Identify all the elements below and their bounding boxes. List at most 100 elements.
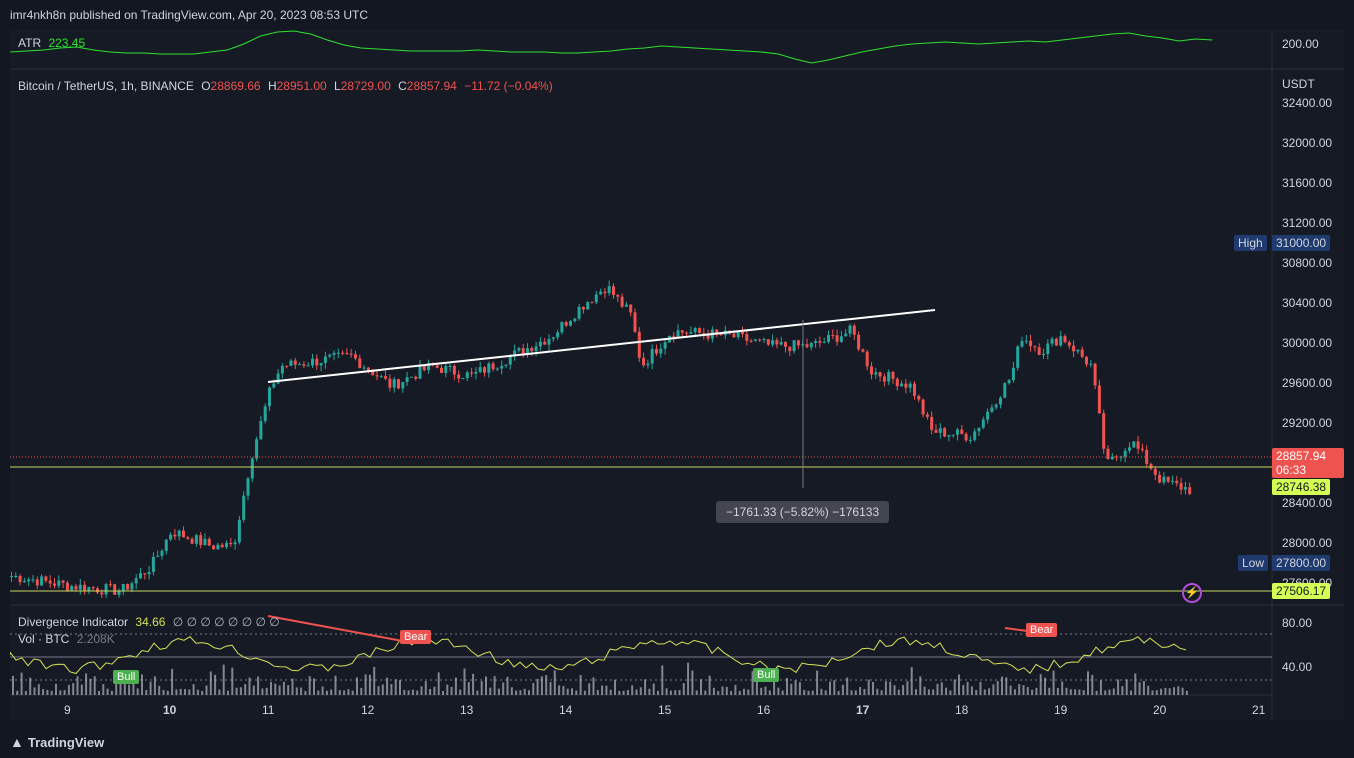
candle-body	[680, 330, 684, 333]
bear-divergence-line	[267, 615, 409, 643]
volume-bar	[450, 686, 453, 695]
candle-body	[14, 575, 18, 577]
volume-value: 2.208K	[76, 632, 115, 646]
volume-bar	[979, 681, 982, 695]
candle-body	[414, 376, 418, 379]
candle-body	[457, 374, 461, 379]
price-tick: 30400.00	[1282, 296, 1333, 310]
candle-body	[255, 439, 259, 459]
volume-bar	[171, 668, 174, 695]
candle-body	[706, 334, 710, 339]
volume-bar	[480, 681, 483, 695]
candle-body	[272, 383, 276, 388]
volume-bar	[1185, 690, 1188, 695]
candle-body	[233, 542, 237, 545]
volume-bar	[55, 683, 57, 695]
candle-body	[1011, 367, 1015, 381]
volume-bar	[141, 674, 143, 695]
candle-body	[818, 341, 822, 343]
time-tick: 18	[955, 703, 969, 717]
volume-bar	[1022, 685, 1025, 695]
candle-body	[384, 376, 388, 379]
candle-body	[500, 365, 504, 369]
candle-body	[637, 331, 641, 358]
alert-bolt-icon[interactable]: ⚡	[1182, 583, 1202, 603]
time-tick: 19	[1054, 703, 1068, 717]
volume-bar	[884, 681, 887, 695]
volume-bar	[515, 690, 518, 695]
candle-body	[121, 584, 125, 592]
candle-body	[409, 376, 413, 378]
volume-bar	[218, 689, 221, 695]
candle-body	[517, 348, 521, 351]
candle-body	[1175, 480, 1179, 484]
volume-bar	[214, 674, 217, 695]
volume-bar	[579, 675, 582, 695]
volume-bar	[678, 689, 681, 695]
candle-body	[943, 428, 947, 437]
volume-bar	[816, 670, 819, 695]
candle-body	[35, 579, 39, 586]
candle-body	[104, 584, 108, 595]
volume-bar	[932, 689, 935, 695]
tradingview-logo-icon: ▲	[10, 734, 24, 750]
divergence-line	[10, 636, 1187, 675]
candle-body	[199, 535, 203, 546]
volume-bar	[442, 690, 444, 695]
candle-body	[341, 352, 345, 354]
volume-bar	[506, 676, 509, 695]
symbol-name[interactable]: Bitcoin / TetherUS, 1h, BINANCE	[18, 79, 194, 93]
atr-value: 223.45	[48, 36, 86, 50]
volume-bar	[282, 681, 285, 695]
volume-bar	[1112, 688, 1115, 695]
ohlc-low: L28729.00	[334, 79, 391, 93]
volume-bar	[786, 678, 788, 695]
candle-body	[590, 302, 594, 304]
volume-bar	[29, 677, 32, 695]
volume-bar	[983, 689, 986, 695]
candle-body	[358, 358, 362, 368]
candle-body	[319, 363, 323, 366]
volume-bar	[368, 674, 371, 695]
volume-bar	[601, 685, 604, 695]
volume-bar	[1108, 689, 1111, 695]
measure-box[interactable]: −1761.33 (−5.82%) −176133	[716, 501, 890, 523]
volume-bar	[330, 689, 333, 695]
bottom-level-tag: 27506.17	[1272, 583, 1331, 599]
volume-label[interactable]: Vol · BTC	[18, 632, 70, 646]
volume-bar	[1039, 674, 1042, 695]
candle-body	[1171, 480, 1174, 482]
candle-body	[771, 340, 775, 345]
volume-bar	[50, 690, 53, 695]
candle-body	[31, 579, 35, 581]
divergence-name[interactable]: Divergence Indicator	[18, 615, 129, 629]
chart-canvas[interactable]	[10, 30, 1344, 720]
ohlc-low-label: L	[334, 79, 341, 93]
line-level-tag: 28746.38	[1272, 479, 1331, 495]
volume-bar	[1155, 690, 1158, 695]
volume-bar	[519, 690, 522, 695]
candle-body	[513, 350, 517, 357]
candle-body	[1054, 338, 1058, 346]
candle-body	[852, 325, 856, 335]
candle-body	[934, 429, 938, 433]
chart-area[interactable]: ATR 223.45 Bitcoin / TetherUS, 1h, BINAN…	[10, 30, 1344, 720]
candle-body	[586, 302, 590, 310]
candle-body	[904, 383, 908, 388]
volume-bar	[923, 686, 926, 695]
candle-body	[422, 365, 426, 371]
volume-bar	[416, 690, 419, 695]
volume-bar	[1026, 687, 1029, 695]
volume-bar	[1018, 684, 1021, 695]
volume-bar	[738, 690, 741, 695]
volume-bar	[674, 690, 677, 695]
volume-bar	[622, 690, 625, 695]
volume-bar	[12, 675, 14, 695]
ohlc-high-value: 28951.00	[276, 79, 327, 93]
candle-body	[508, 356, 512, 365]
candle-body	[18, 575, 22, 583]
volume-bar	[639, 687, 642, 695]
candle-body	[1037, 347, 1041, 355]
volume-bar	[1069, 689, 1072, 695]
candle-body	[478, 367, 482, 372]
